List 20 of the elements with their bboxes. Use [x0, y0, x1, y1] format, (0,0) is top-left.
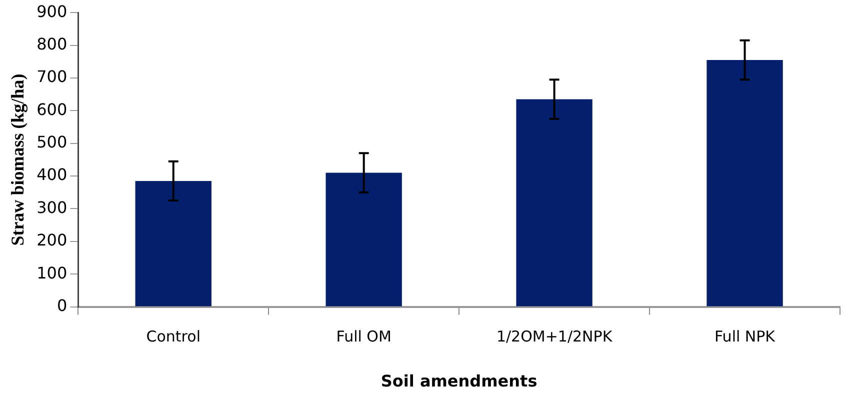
y-tick-label: 300	[36, 198, 68, 217]
x-tick-label: Full OM	[336, 328, 392, 346]
y-tick-label: 200	[36, 230, 68, 250]
x-axis-title: Soil amendments	[380, 372, 538, 391]
x-tick-label: 1/2OM+1/2NPK	[496, 328, 614, 346]
x-tick-label: Full NPK	[714, 328, 776, 346]
bar	[706, 60, 783, 306]
y-tick-label: 800	[36, 34, 68, 54]
bar	[326, 172, 402, 306]
y-tick-label: 900	[36, 2, 68, 21]
x-tick-label: Control	[146, 328, 200, 346]
y-tick-label: 500	[36, 132, 68, 152]
y-tick-label: 600	[36, 100, 68, 119]
bar	[516, 99, 592, 306]
bar	[135, 180, 212, 306]
y-tick-label: 400	[36, 165, 68, 184]
y-tick-label: 700	[36, 67, 68, 86]
y-axis-title: Straw biomass (kg/ha)	[7, 74, 28, 246]
y-tick-label: 0	[56, 296, 68, 315]
y-tick-label: 100	[36, 263, 68, 282]
